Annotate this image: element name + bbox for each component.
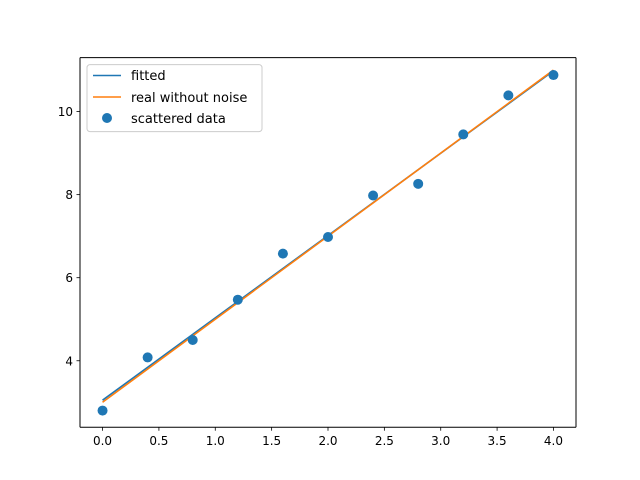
x-tick-label: 1.0 xyxy=(206,434,225,448)
legend-label-fitted: fitted xyxy=(131,69,166,84)
x-tick-label: 0.5 xyxy=(149,434,168,448)
legend-box xyxy=(86,64,263,133)
scatter-point xyxy=(368,190,379,201)
scatter-point xyxy=(142,352,153,363)
y-tick-label: 10 xyxy=(58,105,73,119)
x-tick-label: 4.0 xyxy=(544,434,563,448)
y-tick-label: 4 xyxy=(65,354,73,368)
scatter-point xyxy=(187,334,198,345)
legend-swatch-scattered-data xyxy=(102,113,112,123)
legend: fitted real without noise scattered data xyxy=(86,64,263,133)
scatter-point xyxy=(548,70,559,81)
scatter-point xyxy=(232,294,243,305)
scatter-point xyxy=(97,405,108,416)
scatter-point xyxy=(503,90,514,101)
x-tick-label: 2.0 xyxy=(318,434,337,448)
x-tick-label: 2.5 xyxy=(375,434,394,448)
x-axis-ticks: 0.0 0.5 1.0 1.5 2.0 2.5 3.0 3.5 4.0 xyxy=(93,427,563,448)
x-tick-label: 0.0 xyxy=(93,434,112,448)
legend-label-scattered-data: scattered data xyxy=(131,112,226,127)
series-layer xyxy=(97,69,559,416)
x-tick-label: 1.5 xyxy=(262,434,281,448)
scatter-point xyxy=(277,248,288,259)
scatter-point xyxy=(323,232,333,243)
x-tick-label: 3.5 xyxy=(488,434,507,448)
scatter-point xyxy=(458,129,469,140)
scatter-point xyxy=(413,178,424,189)
y-axis-ticks: 4 6 8 10 xyxy=(58,105,80,368)
x-tick-label: 3.0 xyxy=(431,434,450,448)
axes-frame xyxy=(79,57,577,428)
y-tick-label: 8 xyxy=(65,188,73,202)
legend-label-real-without-noise: real without noise xyxy=(131,91,247,106)
y-tick-label: 6 xyxy=(65,271,73,285)
